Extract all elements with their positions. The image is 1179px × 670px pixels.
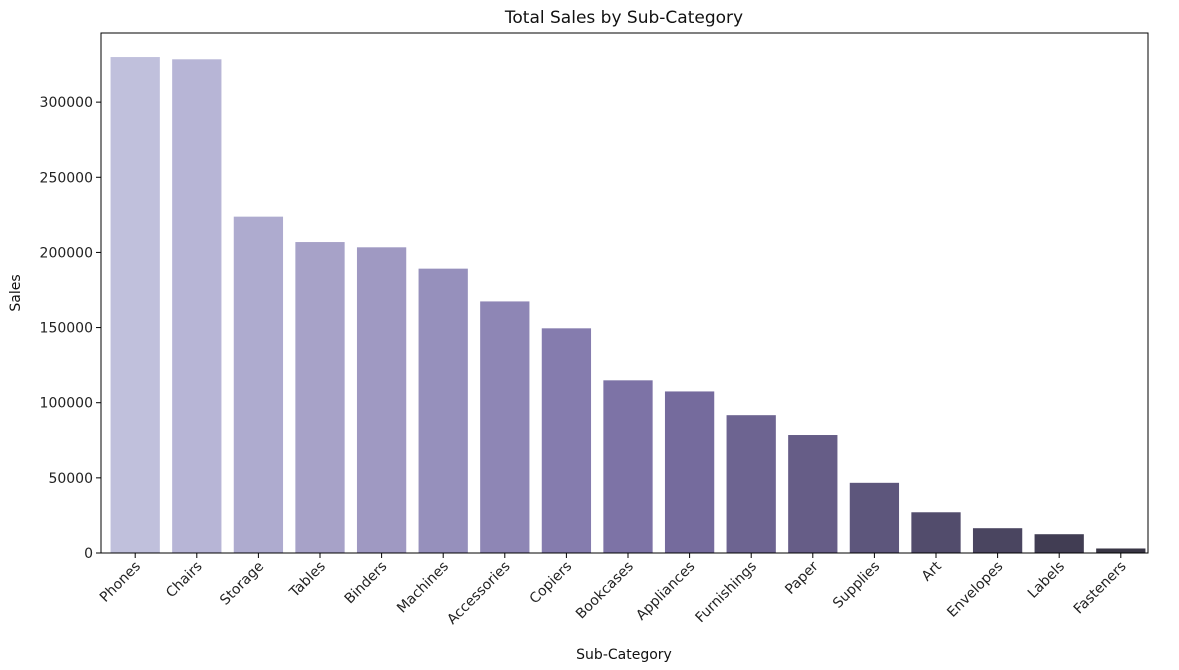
- bar-copiers: [541, 328, 592, 553]
- bar-tables: [295, 242, 345, 554]
- x-axis-label: Sub-Category: [576, 647, 672, 663]
- bar-bookcases: [603, 380, 653, 553]
- bar-chairs: [172, 59, 222, 554]
- y-tick-label: 100000: [40, 396, 93, 412]
- bar-machines: [418, 268, 468, 553]
- bar-storage: [233, 216, 284, 553]
- y-tick-label: 200000: [40, 245, 93, 261]
- bar-binders: [356, 247, 407, 553]
- chart-title: Total Sales by Sub-Category: [504, 8, 743, 28]
- bars-group: [110, 57, 1146, 554]
- bar-appliances: [664, 391, 715, 553]
- y-axis: 0 50000 100000 150000 200000 250000 300000: [40, 95, 101, 562]
- y-axis-label: Sales: [8, 274, 24, 311]
- plot-frame: [100, 32, 1149, 554]
- y-tick-label: 250000: [40, 170, 93, 186]
- bar-phones: [110, 57, 160, 554]
- y-tick-label: 0: [84, 546, 93, 562]
- bar-fasteners: [1096, 548, 1146, 553]
- bar-accessories: [480, 301, 530, 553]
- bar-supplies: [849, 482, 900, 553]
- y-tick-label: 150000: [40, 321, 93, 337]
- y-tick-label: 50000: [48, 471, 93, 487]
- bar-envelopes: [972, 528, 1023, 553]
- y-tick-label: 300000: [40, 95, 93, 111]
- bar-labels: [1034, 534, 1084, 553]
- bar-furnishings: [726, 415, 776, 553]
- bar-paper: [788, 435, 838, 553]
- bar-art: [911, 512, 961, 553]
